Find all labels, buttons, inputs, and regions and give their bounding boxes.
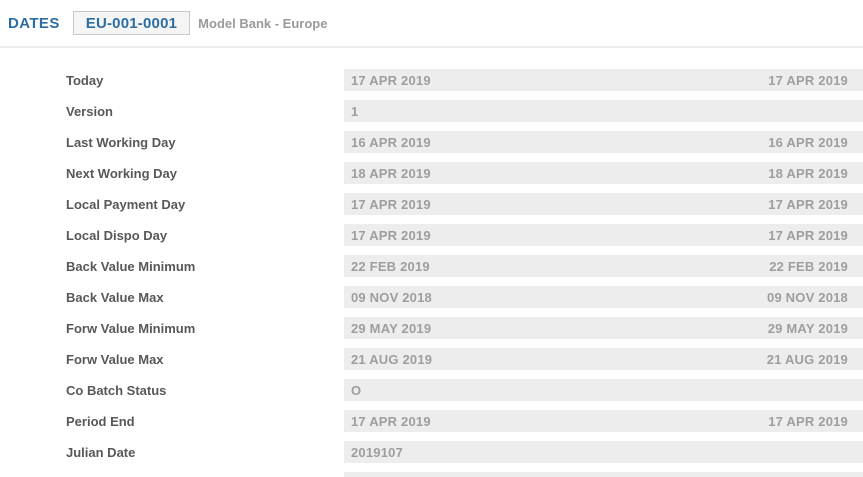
field-label: Co Batch Status (66, 382, 167, 398)
field-value-right: 17 APR 2019 (768, 196, 848, 212)
field-value: O (351, 382, 362, 398)
field-value-right: 17 APR 2019 (768, 72, 848, 88)
field-label: Period End (66, 413, 135, 429)
field-value-bar: 29 MAY 2019 29 MAY 2019 (344, 317, 863, 339)
field-value-bar: 2019107 (344, 441, 863, 463)
field-label: Version (66, 103, 113, 119)
field-value-right: 29 MAY 2019 (767, 320, 848, 336)
field-value-bar: O (344, 379, 863, 401)
field-label: Forw Value Max (66, 351, 164, 367)
field-row: Version 1 (0, 100, 863, 122)
field-row: Today 17 APR 2019 17 APR 2019 (0, 69, 863, 91)
field-value-right: 22 FEB 2019 (769, 258, 848, 274)
field-value: 17 APR 2019 (351, 196, 431, 212)
field-value-right: 09 NOV 2018 (767, 289, 848, 305)
field-value: 17 APR 2019 (351, 413, 431, 429)
field-row: Back Value Max 09 NOV 2018 09 NOV 2018 (0, 286, 863, 308)
field-label: Forw Value Minimum (66, 320, 196, 336)
fields-list: Today 17 APR 2019 17 APR 2019 Version 1 Last … (0, 48, 863, 477)
field-value-bar: 17 APR 2019 17 APR 2019 (344, 410, 863, 432)
field-value-bar: 1 (344, 100, 863, 122)
field-row: Last Working Day 16 APR 2019 16 APR 2019 (0, 131, 863, 153)
field-row: Forw Value Minimum 29 MAY 2019 29 MAY 2019 (0, 317, 863, 339)
field-value-right: 16 APR 2019 (768, 134, 848, 150)
field-value-bar: 17 APR 2019 17 APR 2019 (344, 193, 863, 215)
field-row: Period End 17 APR 2019 17 APR 2019 (0, 410, 863, 432)
field-value-right: 18 APR 2019 (768, 165, 848, 181)
field-value-right: 17 APR 2019 (768, 227, 848, 243)
field-value-bar: 09 NOV 2018 09 NOV 2018 (344, 286, 863, 308)
field-value: 17 APR 2019 (351, 227, 431, 243)
field-label: Local Payment Day (66, 196, 186, 212)
field-value-bar: 22 FEB 2019 22 FEB 2019 (344, 255, 863, 277)
field-value-bar-partial (344, 472, 863, 477)
field-value: 16 APR 2019 (351, 134, 431, 150)
field-row: Local Dispo Day 17 APR 2019 17 APR 2019 (0, 224, 863, 246)
field-value: 18 APR 2019 (351, 165, 431, 181)
field-value: 09 NOV 2018 (351, 289, 432, 305)
field-label: Back Value Minimum (66, 258, 196, 274)
record-id-value: EU-001-0001 (85, 14, 178, 32)
record-header: DATES EU-001-0001 Model Bank - Europe (0, 0, 863, 48)
record-id-field[interactable]: EU-001-0001 (72, 11, 191, 35)
field-row: Julian Date 2019107 (0, 441, 863, 463)
field-value-right: 21 AUG 2019 (766, 351, 848, 367)
field-value-bar: 21 AUG 2019 21 AUG 2019 (344, 348, 863, 370)
field-label: Today (66, 72, 104, 88)
field-value: 2019107 (351, 444, 404, 460)
field-label: Last Working Day (66, 134, 176, 150)
field-value-bar: 17 APR 2019 17 APR 2019 (344, 69, 863, 91)
field-label: Local Dispo Day (66, 227, 168, 243)
field-value: 21 AUG 2019 (351, 351, 433, 367)
field-label: Back Value Max (66, 289, 164, 305)
field-value: 1 (351, 103, 359, 119)
field-label: Next Working Day (66, 165, 178, 181)
field-value: 22 FEB 2019 (351, 258, 430, 274)
field-value-right: 17 APR 2019 (768, 413, 848, 429)
app-title: DATES (8, 14, 60, 32)
field-row: Next Working Day 18 APR 2019 18 APR 2019 (0, 162, 863, 184)
field-value-bar: 17 APR 2019 17 APR 2019 (344, 224, 863, 246)
field-row: Back Value Minimum 22 FEB 2019 22 FEB 2019 (0, 255, 863, 277)
field-value: 29 MAY 2019 (351, 320, 432, 336)
field-row: Co Batch Status O (0, 379, 863, 401)
field-value-bar: 16 APR 2019 16 APR 2019 (344, 131, 863, 153)
field-row: Forw Value Max 21 AUG 2019 21 AUG 2019 (0, 348, 863, 370)
field-value: 17 APR 2019 (351, 72, 431, 88)
field-value-bar: 18 APR 2019 18 APR 2019 (344, 162, 863, 184)
field-label: Julian Date (66, 444, 136, 460)
field-row: Local Payment Day 17 APR 2019 17 APR 2019 (0, 193, 863, 215)
company-name: Model Bank - Europe (198, 15, 328, 31)
